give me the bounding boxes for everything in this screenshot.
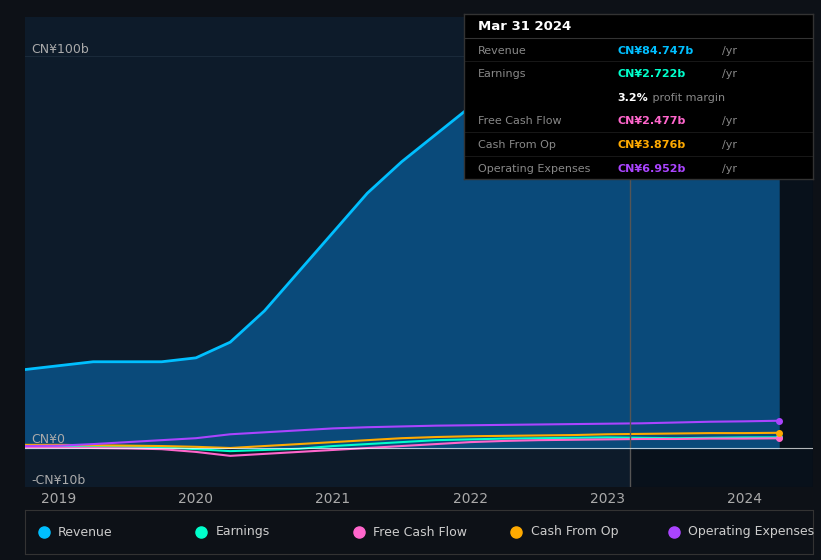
Bar: [631, 17, 813, 487]
Text: CN¥3.876b: CN¥3.876b: [617, 140, 686, 150]
Text: profit margin: profit margin: [649, 93, 725, 103]
Text: CN¥2.722b: CN¥2.722b: [617, 69, 686, 79]
Text: /yr: /yr: [722, 69, 737, 79]
Text: -CN¥10b: -CN¥10b: [31, 474, 85, 487]
Text: Earnings: Earnings: [215, 525, 269, 539]
Text: CN¥0: CN¥0: [31, 433, 66, 446]
Text: Mar 31 2024: Mar 31 2024: [478, 21, 571, 34]
Text: Operating Expenses: Operating Expenses: [688, 525, 814, 539]
Text: /yr: /yr: [722, 116, 737, 127]
Text: CN¥84.747b: CN¥84.747b: [617, 45, 694, 55]
Text: /yr: /yr: [722, 140, 737, 150]
Text: Cash From Op: Cash From Op: [478, 140, 556, 150]
Text: /yr: /yr: [722, 164, 737, 174]
Text: Earnings: Earnings: [478, 69, 526, 79]
Text: CN¥6.952b: CN¥6.952b: [617, 164, 686, 174]
Text: Free Cash Flow: Free Cash Flow: [373, 525, 467, 539]
Text: Revenue: Revenue: [57, 525, 112, 539]
Text: CN¥2.477b: CN¥2.477b: [617, 116, 686, 127]
Text: Revenue: Revenue: [478, 45, 526, 55]
Text: Free Cash Flow: Free Cash Flow: [478, 116, 562, 127]
Text: Cash From Op: Cash From Op: [530, 525, 618, 539]
Text: CN¥100b: CN¥100b: [31, 43, 89, 56]
Text: /yr: /yr: [722, 45, 737, 55]
Text: Operating Expenses: Operating Expenses: [478, 164, 590, 174]
Text: 3.2%: 3.2%: [617, 93, 648, 103]
